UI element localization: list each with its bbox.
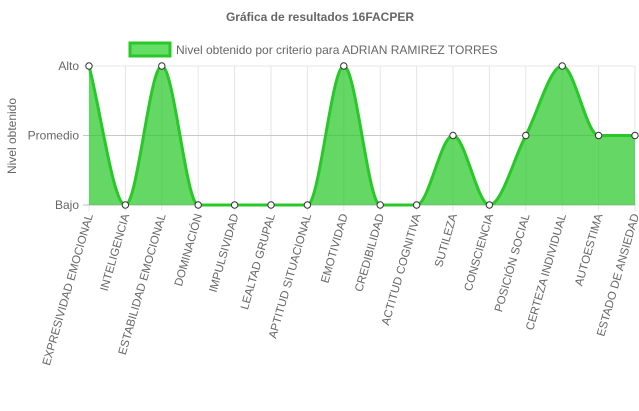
data-point[interactable] [340, 62, 348, 70]
legend-swatch [128, 41, 172, 58]
x-tick-label: ACTITUD COGNITIVA [380, 212, 423, 327]
y-tick-labels: Bajo Promedio Alto [28, 59, 80, 212]
x-tick-label: ESTADO DE ANSIEDAD [595, 213, 639, 338]
series-area [87, 64, 635, 207]
y-tick-label: Promedio [28, 129, 80, 143]
x-tick-label: APTITUD SITUACIONAL [267, 212, 314, 340]
data-point[interactable] [85, 62, 93, 70]
series-points [85, 62, 639, 209]
x-tick-labels: EXPRESIVIDAD EMOCIONAL INTELIGENCIAESTABI… [41, 212, 639, 367]
data-point[interactable] [376, 201, 384, 209]
x-tick-label: EXPRESIVIDAD EMOCIONAL [41, 212, 96, 367]
data-point[interactable] [158, 62, 166, 70]
data-point[interactable] [558, 62, 566, 70]
x-tick-label: LEALTAD GRUPAL [239, 212, 278, 311]
data-point[interactable] [631, 131, 639, 140]
data-point[interactable] [522, 131, 530, 140]
y-axis-label: Nivel obtenido [5, 98, 19, 174]
x-tick-label: SUTILEZA [433, 212, 460, 268]
x-tick-label: AUTOESTIMA [573, 212, 605, 287]
data-point[interactable] [303, 201, 312, 209]
x-tick-label: IMPULSIVIDAD [208, 213, 242, 294]
x-tick-label: CERTEZA INDIVIDUAL [524, 212, 569, 332]
x-tick-label: CONSCIENCIA [463, 212, 497, 292]
legend[interactable]: Nivel obtenido por criterio para ADRIAN … [128, 41, 498, 58]
data-point[interactable] [449, 131, 457, 140]
x-tick-label: POSICIÓN SOCIAL [492, 212, 533, 314]
data-point[interactable] [412, 201, 421, 209]
data-point[interactable] [594, 131, 603, 140]
data-point[interactable] [267, 201, 275, 209]
y-tick-label: Bajo [55, 198, 79, 212]
data-point[interactable] [485, 201, 494, 209]
data-point[interactable] [194, 201, 202, 209]
chart-title: Gráfica de resultados 16FACPER [226, 10, 414, 24]
x-tick-label: EMOTIVIDAD [319, 213, 350, 285]
x-tick-label: CREDIBILIDAD [353, 213, 387, 294]
y-tick-label: Alto [58, 59, 79, 73]
data-point[interactable] [121, 201, 130, 209]
data-point[interactable] [230, 201, 239, 209]
x-tick-label: INTELIGENCIA [99, 212, 133, 292]
x-tick-label: DOMINACIÓN [172, 212, 205, 287]
legend-label: Nivel obtenido por criterio para ADRIAN … [176, 43, 498, 57]
